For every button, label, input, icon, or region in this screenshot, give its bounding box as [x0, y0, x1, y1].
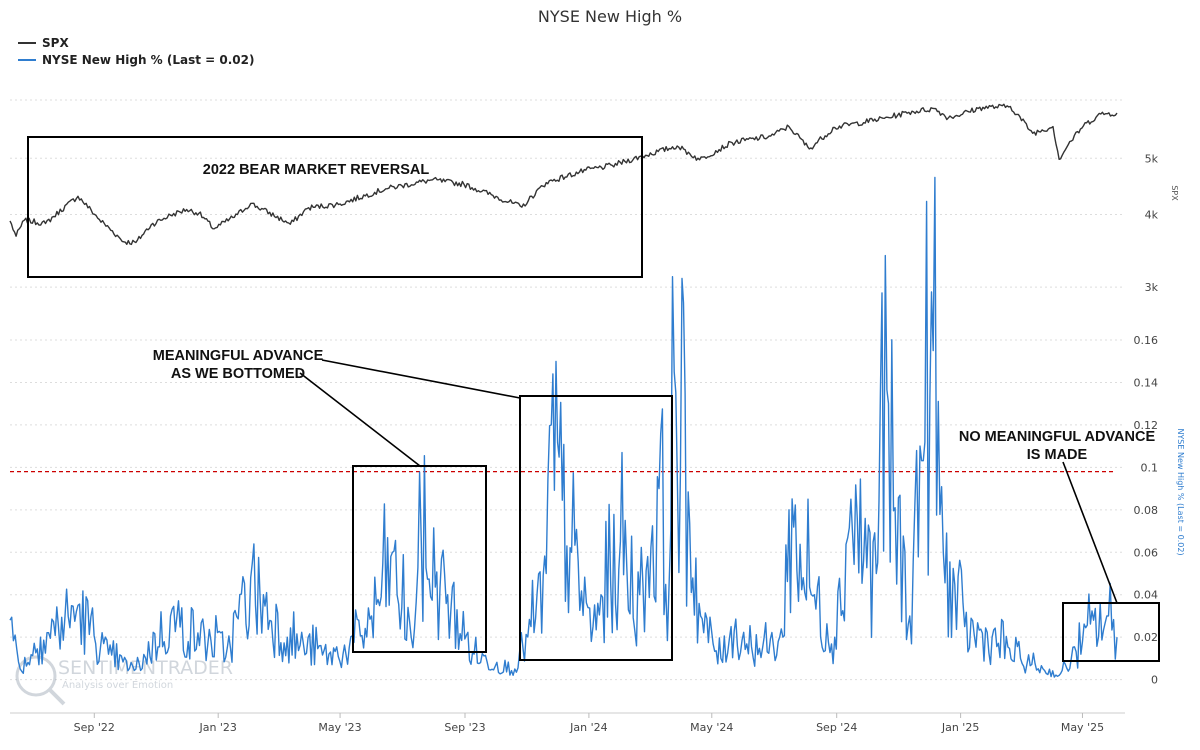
annotation-no-meaningful-line2: IS MADE	[1027, 447, 1088, 463]
y-tick-label-new-high: 0.12	[1134, 419, 1159, 432]
y-tick-label-new-high: 0	[1151, 674, 1158, 687]
legend[interactable]: SPX NYSE New High % (Last = 0.02)	[18, 36, 254, 67]
y-tick-label-new-high: 0.02	[1134, 631, 1159, 644]
y-tick-label-spx: 3k	[1145, 281, 1159, 294]
annotation-box-nov-23-mar-24	[519, 395, 673, 661]
legend-label-spx[interactable]: SPX	[42, 36, 69, 50]
y-axis-title-spx: SPX	[1170, 185, 1179, 201]
y-tick-label-new-high: 0.14	[1134, 376, 1159, 389]
annotation-box-bear-reversal	[27, 136, 643, 278]
x-tick-label: May '23	[318, 721, 361, 734]
x-axis: Sep '22 Jan '23 May '23 Sep '23 Jan '24 May '…	[10, 712, 1125, 734]
gridlines	[10, 99, 1125, 681]
y-axis-ticks: 3k 4k 5k 0 0.02 0.04 0.06 0.08 0.1 0.12 0.14 0.16	[1134, 152, 1159, 686]
annotation-box-apr-may-25	[1062, 602, 1160, 662]
annotation-no-meaningful-line1: NO MEANINGFUL ADVANCE	[959, 429, 1156, 445]
annotation-meaningful-line1: MEANINGFUL ADVANCE	[153, 348, 324, 364]
watermark-logo-icon	[15, 655, 57, 697]
plot-area	[9, 103, 1118, 678]
watermark-brand: SENTIMENTRADER	[58, 657, 233, 679]
y-tick-label-new-high: 0.04	[1134, 589, 1159, 602]
y-axis-title-new-high: NYSE New High % (Last = 0.02)	[1176, 428, 1185, 555]
annotation-arrow-1	[299, 372, 421, 467]
x-tick-label: May '24	[690, 721, 733, 734]
y-tick-label-spx: 4k	[1145, 209, 1159, 222]
annotations: 2022 BEAR MARKET REVERSAL MEANINGFUL ADV…	[27, 136, 1160, 662]
series-line-new-high	[9, 176, 1118, 678]
series-line-spx	[9, 103, 1118, 246]
watermark-logo-handle	[47, 687, 66, 706]
y-tick-label-new-high: 0.06	[1134, 546, 1159, 559]
watermark-tagline: Analysis over Emotion	[62, 680, 173, 691]
annotation-arrow-2	[321, 359, 521, 399]
x-tick-label: Jan '25	[941, 721, 979, 734]
x-tick-label: May '25	[1061, 721, 1104, 734]
annotation-arrow-3	[1062, 461, 1118, 604]
y-tick-label-spx: 5k	[1145, 152, 1159, 165]
y-tick-label-new-high: 0.08	[1134, 504, 1159, 517]
chart-title: NYSE New High %	[538, 7, 682, 26]
x-tick-label: Jan '24	[569, 721, 607, 734]
x-tick-label: Sep '22	[74, 721, 115, 734]
watermark: SENTIMENTRADER Analysis over Emotion	[15, 655, 233, 706]
annotation-meaningful-line2: AS WE BOTTOMED	[171, 366, 305, 382]
y-tick-label-new-high: 0.16	[1134, 334, 1159, 347]
x-tick-label: Sep '24	[816, 721, 857, 734]
x-tick-label: Sep '23	[444, 721, 485, 734]
x-tick-label: Jan '23	[198, 721, 236, 734]
legend-label-new-high[interactable]: NYSE New High % (Last = 0.02)	[42, 53, 254, 67]
annotation-bear-reversal: 2022 BEAR MARKET REVERSAL	[203, 162, 430, 178]
y-tick-label-new-high: 0.1	[1141, 461, 1159, 474]
